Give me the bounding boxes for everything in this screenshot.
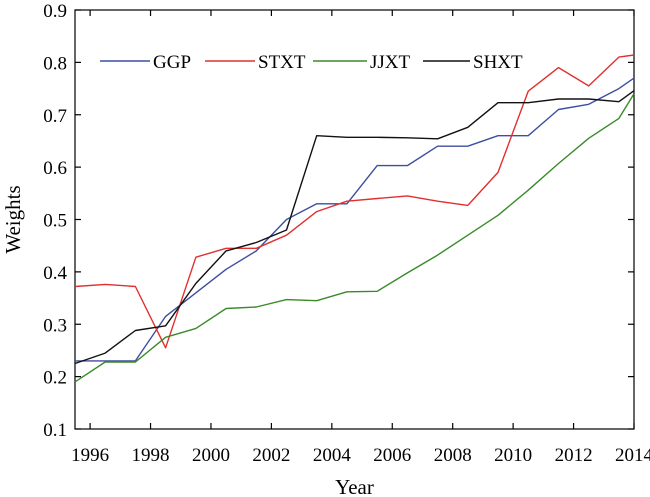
- y-tick-label: 0.5: [43, 211, 67, 232]
- x-tick-label: 2014: [615, 445, 650, 466]
- x-axis: 1996 1998 2000 2002 2004 2006 2008 2010 2012 2014: [71, 10, 650, 466]
- x-tick-label: 1996: [71, 445, 109, 466]
- y-tick-label: 0.7: [43, 106, 67, 127]
- series-line-shxt: [74, 90, 635, 365]
- y-tick-label: 0.8: [43, 53, 67, 74]
- y-axis: 0.1 0.2 0.3 0.4 0.5 0.6 0.7 0.8 0.9: [43, 1, 634, 441]
- x-axis-title: Year: [335, 475, 374, 497]
- y-tick-label: 0.6: [43, 158, 67, 179]
- y-tick-label: 0.9: [43, 1, 67, 22]
- y-axis-title: Weights: [1, 185, 25, 253]
- x-tick-label: 2008: [434, 445, 472, 466]
- y-tick-label: 0.2: [43, 368, 67, 389]
- y-tick-label: 0.3: [43, 315, 67, 336]
- x-tick-label: 2010: [494, 445, 532, 466]
- legend: GGP STXT JJXT SHXT: [100, 52, 523, 73]
- x-tick-label: 2012: [555, 445, 593, 466]
- series-line-jjxt: [74, 93, 635, 383]
- y-tick-label: 0.1: [43, 420, 67, 441]
- legend-label-shxt: SHXT: [473, 52, 523, 73]
- legend-label-ggp: GGP: [153, 52, 191, 73]
- series-lines: [74, 54, 635, 383]
- x-tick-label: 2002: [252, 445, 290, 466]
- legend-label-stxt: STXT: [258, 52, 306, 73]
- series-line-stxt: [74, 54, 635, 349]
- x-tick-label: 1998: [132, 445, 170, 466]
- x-tick-label: 2000: [192, 445, 230, 466]
- series-line-ggp: [75, 77, 635, 362]
- y-tick-label: 0.4: [43, 263, 67, 284]
- x-tick-label: 2004: [313, 445, 352, 466]
- legend-label-jjxt: JJXT: [370, 52, 411, 73]
- x-tick-label: 2006: [373, 445, 411, 466]
